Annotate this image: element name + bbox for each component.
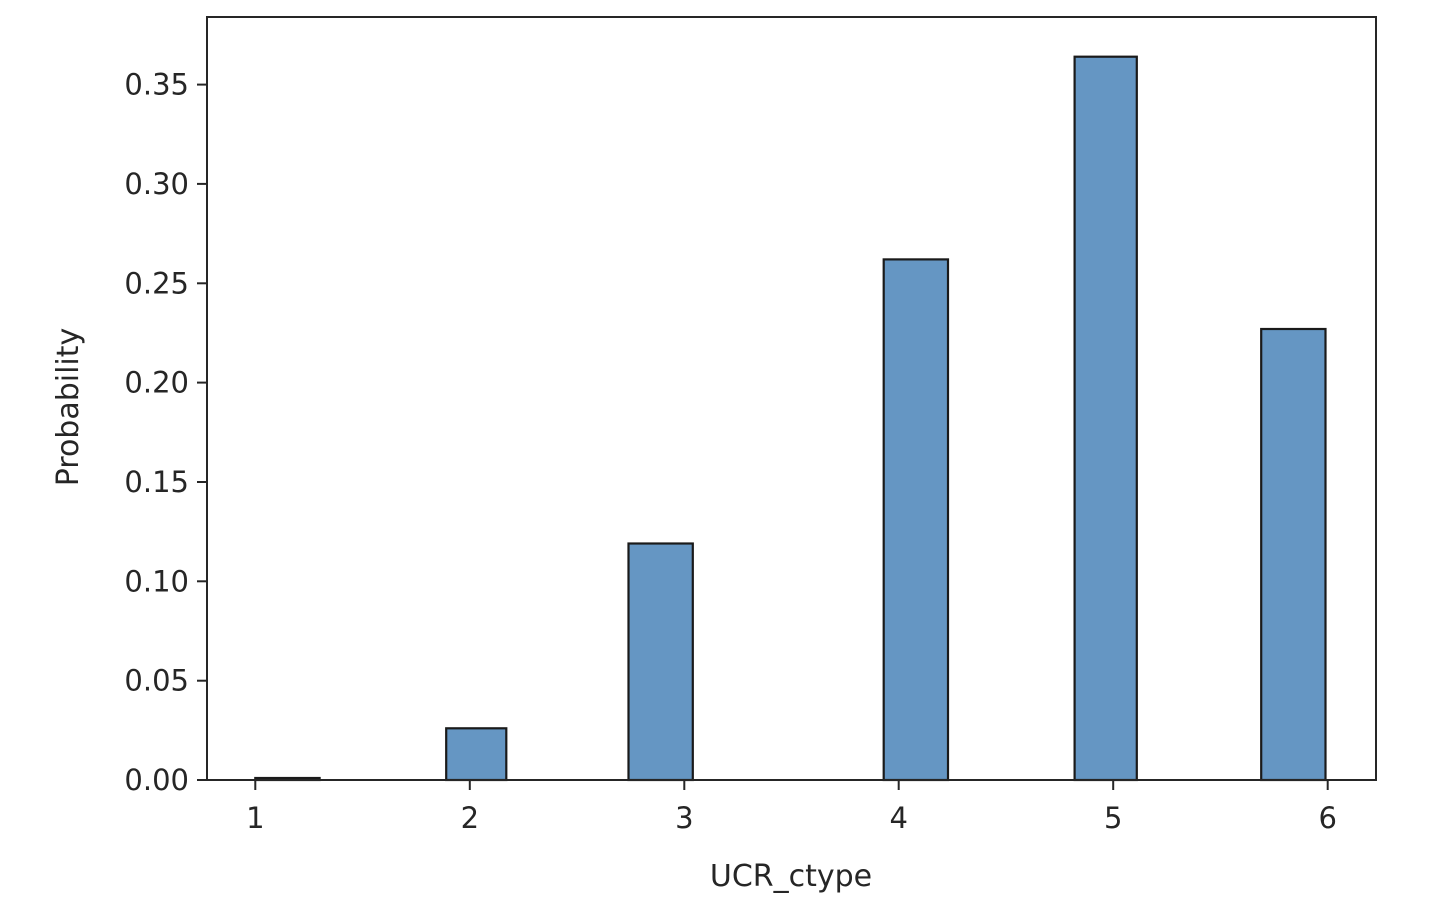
y-tick-label-0.30: 0.30 <box>124 167 189 201</box>
y-axis-ticks: 0.00 0.05 0.10 0.15 0.20 0.25 0.30 0.35 <box>124 68 207 797</box>
x-tick-label-2: 2 <box>461 801 479 835</box>
y-tick-label-0.00: 0.00 <box>124 763 189 797</box>
y-tick-label-0.05: 0.05 <box>124 664 189 698</box>
plot-frame <box>206 16 1377 781</box>
y-tick-label-0.35: 0.35 <box>124 68 189 102</box>
y-tick-label-0.10: 0.10 <box>124 564 189 598</box>
bar-3 <box>627 542 694 782</box>
x-axis-label: UCR_ctype <box>710 859 872 894</box>
y-axis-label: Probability <box>51 328 86 487</box>
x-tick-label-4: 4 <box>889 801 907 835</box>
y-tick-label-0.25: 0.25 <box>124 266 189 300</box>
bar-6 <box>1260 327 1327 782</box>
x-tick-label-1: 1 <box>246 801 264 835</box>
x-tick-label-6: 6 <box>1318 801 1336 835</box>
y-tick-label-0.20: 0.20 <box>124 366 189 400</box>
bar-4 <box>882 258 950 782</box>
x-axis-ticks: 1 2 3 4 5 6 <box>246 780 1337 835</box>
bar-2 <box>445 727 508 782</box>
y-tick-label-0.15: 0.15 <box>124 465 189 499</box>
bar-5 <box>1073 55 1138 782</box>
bars-layer <box>254 55 1327 782</box>
x-tick-label-5: 5 <box>1104 801 1122 835</box>
x-tick-label-3: 3 <box>675 801 693 835</box>
